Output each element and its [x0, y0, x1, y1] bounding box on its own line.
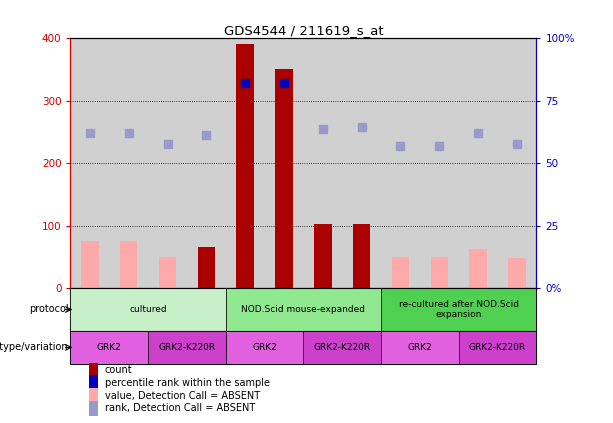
Bar: [420, 38, 459, 288]
Point: [85, 130, 95, 137]
Bar: [197, 247, 215, 288]
Bar: [89, 363, 97, 378]
Point: [240, 80, 250, 86]
Bar: [237, 44, 254, 288]
Bar: [226, 331, 303, 364]
Text: GRK2: GRK2: [252, 343, 277, 352]
Text: percentile rank within the sample: percentile rank within the sample: [104, 378, 270, 388]
Bar: [109, 38, 148, 288]
Text: GRK2-K220R: GRK2-K220R: [469, 343, 526, 352]
Bar: [187, 38, 226, 288]
Bar: [342, 38, 381, 288]
Point: [395, 142, 405, 149]
Bar: [459, 38, 498, 288]
Bar: [303, 331, 381, 364]
Bar: [120, 241, 137, 288]
Bar: [89, 375, 97, 390]
Text: GRK2: GRK2: [408, 343, 432, 352]
Point: [473, 130, 483, 137]
Bar: [314, 224, 332, 288]
Bar: [81, 241, 99, 288]
Text: genotype/variation: genotype/variation: [0, 342, 69, 352]
Point: [124, 130, 134, 137]
Bar: [381, 288, 536, 331]
Text: protocol: protocol: [29, 305, 69, 314]
Text: value, Detection Call = ABSENT: value, Detection Call = ABSENT: [104, 390, 260, 401]
Text: GRK2-K220R: GRK2-K220R: [158, 343, 216, 352]
Text: GRK2: GRK2: [97, 343, 122, 352]
Text: cultured: cultured: [129, 305, 167, 314]
Point: [512, 141, 522, 148]
Point: [279, 80, 289, 86]
Bar: [70, 331, 148, 364]
Text: count: count: [104, 365, 132, 375]
Bar: [430, 257, 448, 288]
Point: [318, 125, 328, 132]
Bar: [508, 258, 526, 288]
Bar: [265, 38, 303, 288]
Bar: [303, 38, 342, 288]
Bar: [381, 331, 459, 364]
Point: [202, 132, 211, 138]
Bar: [498, 38, 536, 288]
Bar: [381, 38, 420, 288]
Point: [357, 124, 367, 130]
Bar: [226, 288, 381, 331]
Bar: [148, 38, 187, 288]
Bar: [392, 257, 409, 288]
Bar: [148, 331, 226, 364]
Bar: [226, 38, 265, 288]
Bar: [70, 288, 226, 331]
Point: [435, 142, 444, 149]
Text: rank, Detection Call = ABSENT: rank, Detection Call = ABSENT: [104, 403, 255, 413]
Bar: [70, 38, 109, 288]
Text: re-cultured after NOD.Scid
expansion: re-cultured after NOD.Scid expansion: [398, 300, 519, 319]
Bar: [89, 401, 97, 416]
Bar: [159, 257, 177, 288]
Title: GDS4544 / 211619_s_at: GDS4544 / 211619_s_at: [224, 24, 383, 37]
Bar: [353, 224, 370, 288]
Point: [162, 141, 172, 148]
Text: NOD.Scid mouse-expanded: NOD.Scid mouse-expanded: [242, 305, 365, 314]
Bar: [275, 69, 293, 288]
Bar: [459, 331, 536, 364]
Bar: [89, 388, 97, 403]
Text: GRK2-K220R: GRK2-K220R: [314, 343, 371, 352]
Bar: [470, 249, 487, 288]
